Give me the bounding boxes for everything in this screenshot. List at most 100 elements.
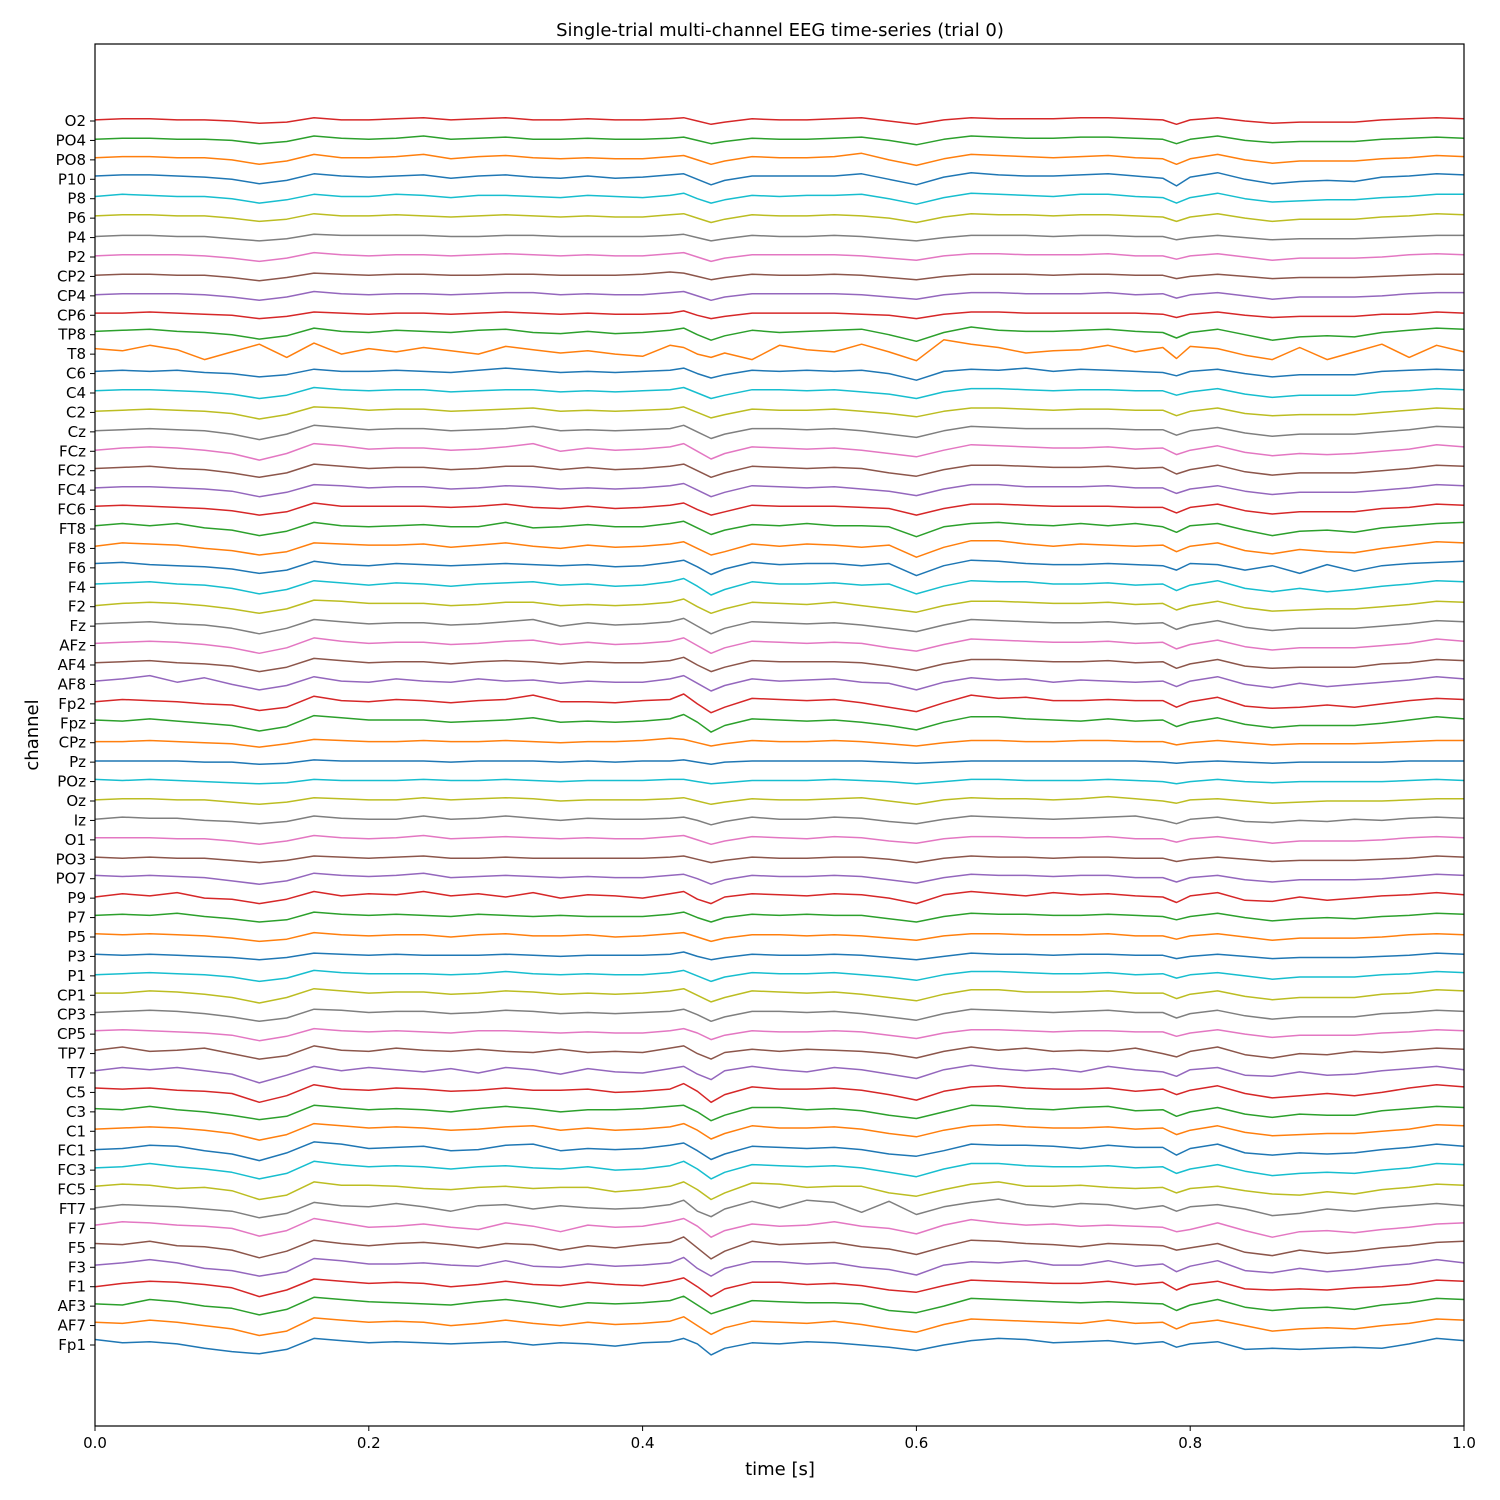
trace-f6 xyxy=(94,559,1465,577)
channel-label: C2 xyxy=(66,403,86,421)
chart-title: Single-trial multi-channel EEG time-seri… xyxy=(556,20,1004,41)
channel-label: AF3 xyxy=(58,1297,86,1315)
channel-label: PO4 xyxy=(56,131,86,149)
channel-label: P5 xyxy=(67,928,86,946)
trace-f4 xyxy=(94,577,1465,596)
trace-p7 xyxy=(94,911,1465,923)
trace-f8 xyxy=(94,539,1465,558)
trace-iz xyxy=(94,815,1465,826)
channel-label: P7 xyxy=(67,909,86,927)
trace-oz xyxy=(94,795,1464,806)
trace-p5 xyxy=(94,931,1465,943)
trace-f5 xyxy=(94,1236,1465,1260)
trace-fc6 xyxy=(94,502,1465,516)
trace-fc3 xyxy=(94,1160,1465,1180)
trace-po4 xyxy=(94,135,1465,146)
trace-c4 xyxy=(94,386,1465,400)
channel-label: T7 xyxy=(66,1064,86,1082)
trace-pz xyxy=(95,759,1464,766)
trace-poz xyxy=(94,778,1465,785)
trace-f1 xyxy=(94,1277,1465,1298)
trace-t7 xyxy=(94,1064,1465,1084)
time-tick-label: 0.8 xyxy=(1178,1434,1202,1452)
trace-ft8 xyxy=(94,520,1465,538)
channel-label: P2 xyxy=(67,248,86,266)
trace-c2 xyxy=(94,406,1465,420)
trace-cp3 xyxy=(94,1008,1465,1023)
trace-c1 xyxy=(94,1122,1465,1141)
trace-fc4 xyxy=(94,482,1465,498)
channel-label: F7 xyxy=(68,1219,86,1237)
channel-label: FCz xyxy=(59,442,86,460)
channel-label: PO3 xyxy=(56,850,86,868)
trace-fp2 xyxy=(94,693,1465,714)
trace-tp7 xyxy=(94,1045,1465,1060)
trace-cp4 xyxy=(94,290,1464,302)
trace-cz xyxy=(94,424,1465,441)
trace-af8 xyxy=(94,674,1465,692)
channel-label: F8 xyxy=(68,539,86,557)
channel-label: F3 xyxy=(68,1258,86,1276)
x-axis-label: time [s] xyxy=(745,1459,815,1480)
channel-label: P1 xyxy=(67,967,86,985)
channel-label: F6 xyxy=(68,559,86,577)
channel-label: FC5 xyxy=(57,1181,86,1199)
channel-label: O2 xyxy=(65,112,86,130)
channel-label: FT8 xyxy=(59,520,86,538)
trace-af4 xyxy=(94,656,1465,673)
trace-po7 xyxy=(94,872,1465,885)
channel-label: CP4 xyxy=(57,287,86,305)
channel-label: F4 xyxy=(68,578,86,596)
trace-fp1 xyxy=(94,1337,1465,1356)
channel-label: FC6 xyxy=(57,501,86,519)
channel-label: CP6 xyxy=(57,306,86,324)
trace-f7 xyxy=(94,1217,1465,1238)
channel-label: P3 xyxy=(67,947,86,965)
time-tick-label: 1.0 xyxy=(1452,1434,1476,1452)
channel-label: PO8 xyxy=(56,151,86,169)
channel-label: Iz xyxy=(74,811,86,829)
trace-po3 xyxy=(94,855,1465,864)
trace-p9 xyxy=(94,890,1465,905)
channel-label: Fz xyxy=(69,617,86,635)
channel-label: PO7 xyxy=(56,870,86,888)
channel-label: C5 xyxy=(66,1083,86,1101)
channel-label: CP1 xyxy=(57,986,86,1004)
channel-label: TP8 xyxy=(57,326,86,344)
trace-p4 xyxy=(94,233,1464,242)
trace-p8 xyxy=(94,192,1464,205)
channel-label: FT7 xyxy=(59,1200,86,1218)
channel-label: POz xyxy=(57,773,86,791)
channel-label: P8 xyxy=(67,190,86,208)
trace-cpz xyxy=(95,737,1464,748)
channel-label: Cz xyxy=(68,423,86,441)
channel-label: AF7 xyxy=(58,1317,86,1335)
channel-label: C4 xyxy=(66,384,86,402)
channel-label: F1 xyxy=(68,1278,86,1296)
time-axis: 0.0 0.2 0.4 0.6 0.8 1.0 xyxy=(83,1426,1476,1452)
channel-label: P4 xyxy=(67,229,86,247)
trace-p3 xyxy=(94,951,1465,961)
channel-label: F5 xyxy=(68,1239,86,1257)
channel-label: AF8 xyxy=(58,675,86,693)
channel-label: FC2 xyxy=(57,462,86,480)
channel-label: P10 xyxy=(58,170,86,188)
channel-label: T8 xyxy=(66,345,86,363)
channel-label: Fp2 xyxy=(58,695,86,713)
channel-label: Oz xyxy=(66,792,86,810)
channel-label: FC3 xyxy=(57,1161,86,1179)
y-axis-label: channel xyxy=(22,699,43,770)
trace-fz xyxy=(94,617,1465,635)
channel-label: TP7 xyxy=(57,1045,86,1063)
trace-cp6 xyxy=(95,310,1465,320)
trace-tp8 xyxy=(94,326,1465,343)
channel-label: C6 xyxy=(66,365,86,383)
channel-label: Fpz xyxy=(60,714,86,732)
channel-label: FC4 xyxy=(57,481,86,499)
trace-p2 xyxy=(94,251,1465,263)
trace-f2 xyxy=(94,598,1465,615)
trace-group xyxy=(94,116,1465,1356)
channel-label: FC1 xyxy=(57,1142,86,1160)
